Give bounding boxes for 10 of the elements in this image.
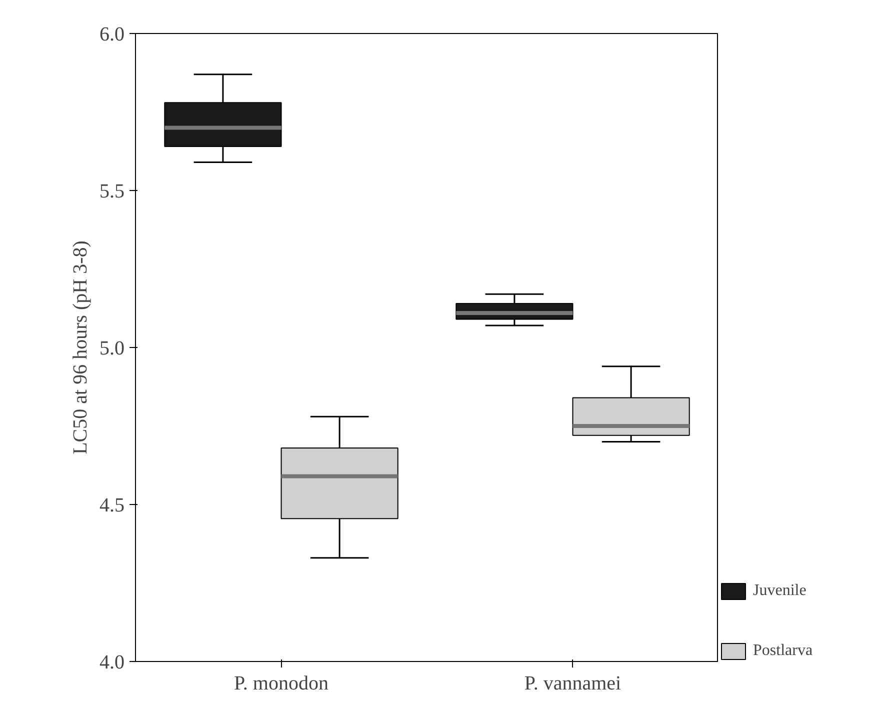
y-tick-label: 4.5 xyxy=(100,494,124,516)
y-tick-label: 5.0 xyxy=(100,338,124,360)
x-tick-label: P. monodon xyxy=(234,672,328,694)
y-tick-label: 6.0 xyxy=(100,24,124,46)
y-tick-label: 5.5 xyxy=(100,180,124,202)
y-axis-title: LC50 at 96 hours (pH 3-8) xyxy=(70,240,92,454)
legend-label: Juvenile xyxy=(753,582,806,600)
y-tick-label: 4.0 xyxy=(100,652,124,674)
legend-label: Postlarva xyxy=(753,642,813,660)
x-tick-label: P. vannamei xyxy=(524,672,622,694)
